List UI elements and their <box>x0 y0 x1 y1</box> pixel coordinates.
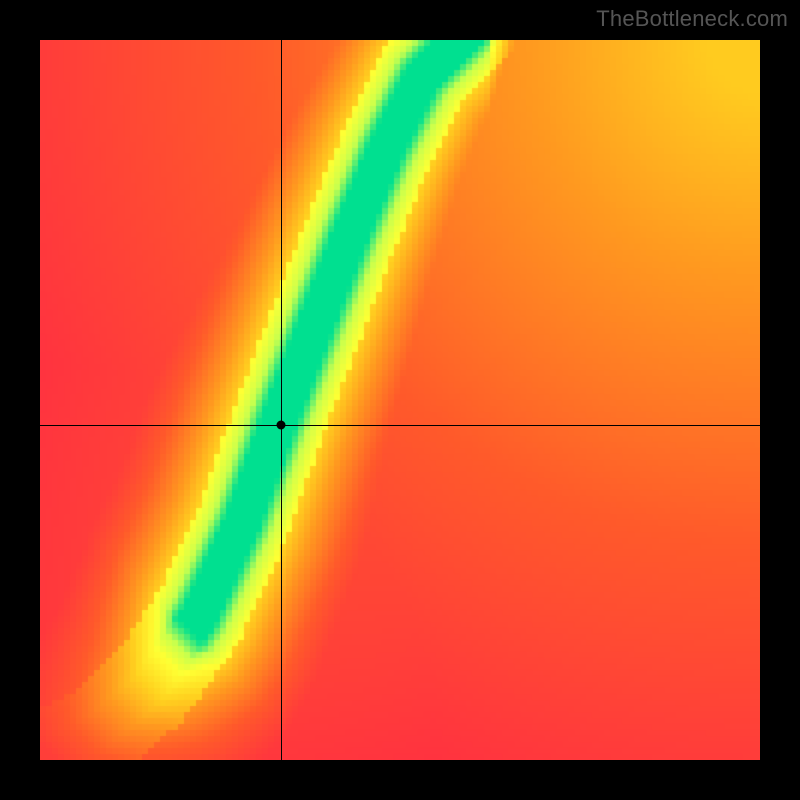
watermark-text: TheBottleneck.com <box>596 6 788 32</box>
crosshair-vertical <box>281 40 282 760</box>
crosshair-horizontal <box>40 425 760 426</box>
plot-area <box>40 40 760 760</box>
crosshair-marker <box>277 421 286 430</box>
chart-container: TheBottleneck.com <box>0 0 800 800</box>
heatmap-canvas <box>40 40 760 760</box>
